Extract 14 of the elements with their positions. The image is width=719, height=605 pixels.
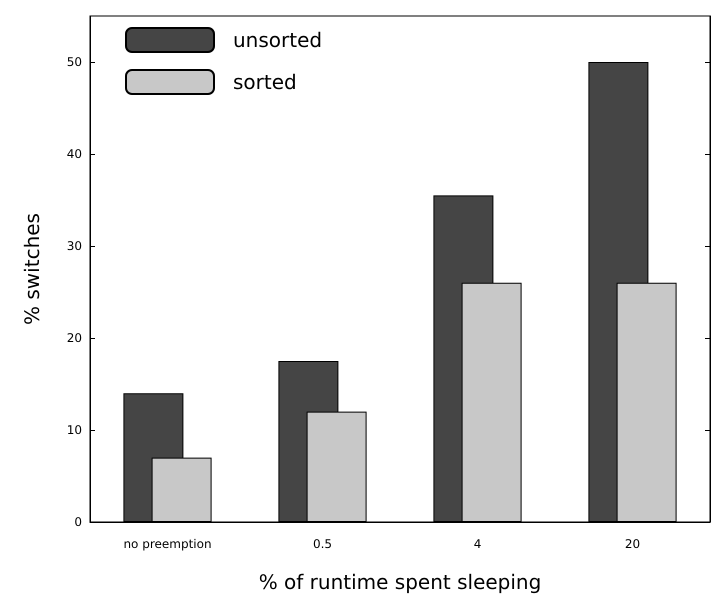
y-tick-label: 20 — [66, 331, 82, 345]
y-tick-label: 30 — [66, 239, 82, 253]
y-tick-label: 0 — [74, 515, 82, 529]
x-tick-label: 4 — [474, 537, 482, 551]
legend-label: unsorted — [233, 28, 322, 52]
y-axis-title: % switches — [20, 213, 44, 325]
legend-label: sorted — [233, 70, 297, 94]
y-tick-label: 40 — [66, 147, 82, 161]
x-tick-label: no preemption — [123, 537, 212, 551]
x-tick-label: 20 — [624, 537, 640, 551]
x-axis-title: % of runtime spent sleeping — [258, 570, 542, 594]
y-tick-label: 10 — [66, 423, 82, 437]
x-tick-label: 0.5 — [312, 537, 332, 551]
y-tick-label: 50 — [66, 55, 82, 69]
